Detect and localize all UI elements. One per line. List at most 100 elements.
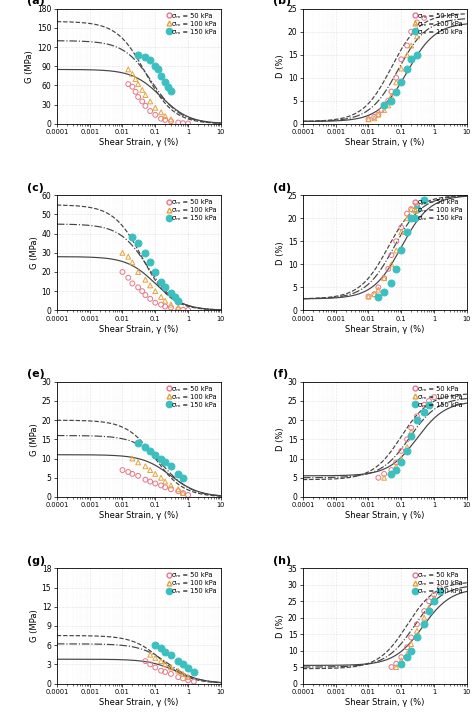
Point: [142, 51, 149, 63]
Point: [374, 291, 382, 302]
Point: [388, 661, 395, 673]
Point: [134, 49, 142, 61]
Point: [179, 118, 187, 129]
Point: [157, 472, 165, 484]
Point: [380, 468, 388, 479]
Point: [407, 40, 415, 51]
Point: [146, 445, 154, 456]
Point: [380, 99, 388, 111]
Point: [398, 453, 405, 464]
Point: [407, 430, 415, 441]
Point: [407, 53, 415, 65]
Y-axis label: D (%): D (%): [276, 54, 285, 78]
Point: [179, 487, 187, 499]
Y-axis label: D (%): D (%): [276, 241, 285, 265]
Legend: σₘ = 50 kPa, σₘ = 100 kPa, σₘ = 150 kPa: σₘ = 50 kPa, σₘ = 100 kPa, σₘ = 150 kPa: [167, 12, 218, 35]
Point: [184, 304, 192, 316]
Point: [157, 70, 165, 81]
Point: [413, 49, 421, 61]
Point: [142, 461, 149, 472]
Point: [118, 266, 126, 278]
Point: [167, 649, 175, 660]
Point: [161, 76, 169, 88]
X-axis label: Shear Strain, γ (%): Shear Strain, γ (%): [99, 698, 179, 707]
Point: [403, 441, 411, 453]
Point: [167, 668, 175, 680]
Point: [388, 249, 395, 261]
Point: [425, 395, 433, 407]
Text: (f): (f): [273, 369, 289, 379]
Point: [152, 286, 159, 297]
Point: [138, 96, 146, 107]
Point: [132, 74, 139, 85]
Point: [380, 273, 388, 284]
Point: [128, 257, 136, 268]
Point: [128, 278, 136, 289]
Point: [403, 651, 411, 663]
Text: (e): (e): [27, 369, 45, 379]
Y-axis label: D (%): D (%): [276, 428, 285, 451]
Point: [125, 272, 132, 283]
Point: [380, 99, 388, 111]
Point: [420, 12, 428, 24]
Point: [413, 203, 421, 215]
Point: [384, 99, 392, 111]
Point: [403, 445, 411, 456]
Point: [403, 433, 411, 445]
Point: [398, 221, 405, 233]
Point: [134, 237, 142, 249]
Point: [128, 231, 136, 243]
Point: [380, 472, 388, 484]
Point: [407, 632, 415, 643]
Point: [413, 619, 421, 630]
Point: [174, 665, 182, 676]
Y-axis label: G (MPa): G (MPa): [30, 609, 39, 642]
Point: [420, 194, 428, 205]
Point: [152, 468, 159, 479]
Point: [371, 111, 378, 123]
Point: [179, 472, 187, 484]
Point: [128, 81, 136, 92]
Point: [161, 295, 169, 306]
Point: [152, 449, 159, 461]
Point: [174, 117, 182, 128]
Y-axis label: G (MPa): G (MPa): [30, 236, 39, 269]
Point: [365, 113, 372, 125]
Point: [371, 112, 378, 124]
Point: [132, 86, 139, 97]
Point: [128, 468, 136, 479]
Point: [392, 76, 400, 88]
Point: [413, 30, 421, 42]
Point: [167, 114, 175, 125]
Point: [142, 89, 149, 101]
Point: [152, 478, 159, 490]
Point: [388, 468, 395, 479]
Point: [174, 655, 182, 667]
Point: [378, 105, 385, 116]
Point: [157, 291, 165, 303]
Point: [374, 472, 382, 484]
Point: [407, 213, 415, 224]
Point: [407, 26, 415, 37]
Point: [146, 649, 154, 660]
Point: [407, 426, 415, 438]
Point: [403, 49, 411, 61]
Y-axis label: D (%): D (%): [276, 614, 285, 638]
Point: [413, 199, 421, 211]
Point: [142, 289, 149, 301]
Point: [179, 673, 187, 684]
Point: [179, 658, 187, 670]
Point: [179, 668, 187, 680]
Point: [134, 91, 142, 102]
Text: (g): (g): [27, 556, 46, 566]
Point: [167, 288, 175, 299]
Point: [430, 592, 438, 603]
Legend: σₘ = 50 kPa, σₘ = 100 kPa, σₘ = 150 kPa: σₘ = 50 kPa, σₘ = 100 kPa, σₘ = 150 kPa: [413, 572, 464, 595]
Point: [142, 655, 149, 667]
Point: [384, 95, 392, 107]
Point: [398, 226, 405, 238]
Point: [128, 68, 136, 80]
Point: [152, 266, 159, 278]
Point: [161, 666, 169, 678]
Point: [174, 484, 182, 495]
